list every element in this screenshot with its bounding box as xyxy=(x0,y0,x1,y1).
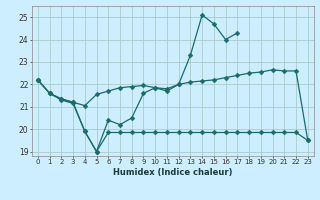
X-axis label: Humidex (Indice chaleur): Humidex (Indice chaleur) xyxy=(113,168,233,177)
